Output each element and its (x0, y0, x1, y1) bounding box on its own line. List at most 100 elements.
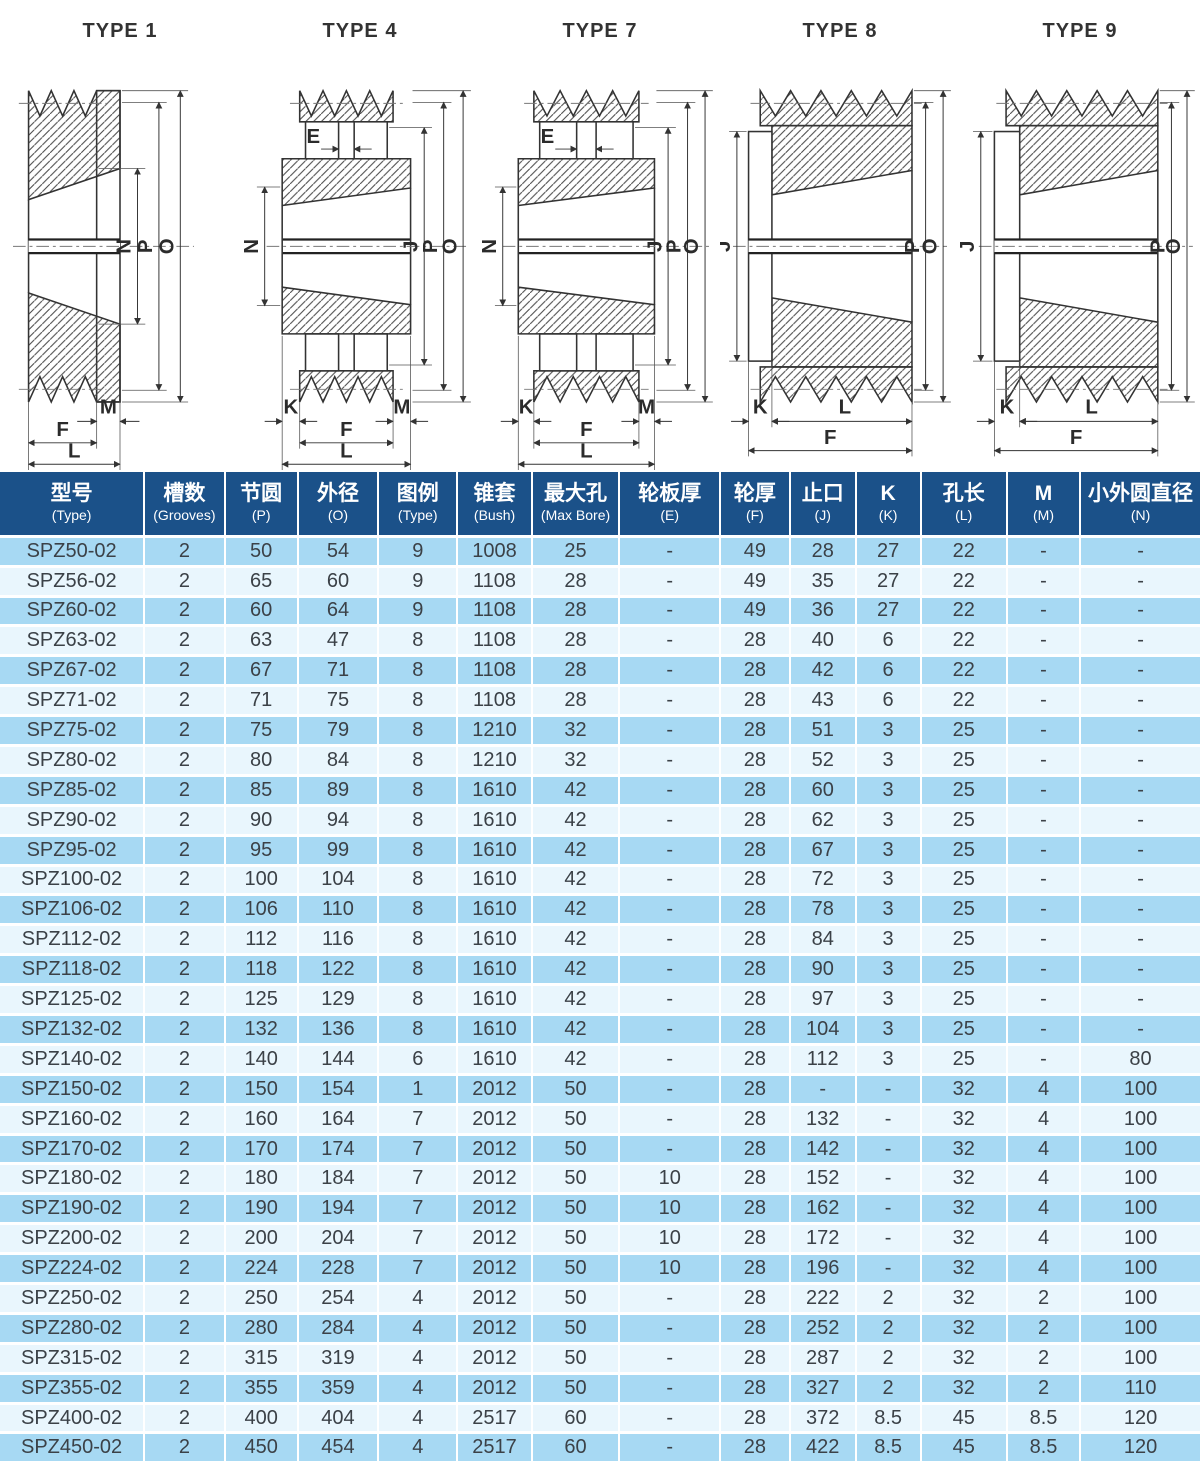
table-cell: 8 (379, 627, 459, 658)
table-cell: 2 (145, 1135, 226, 1166)
table-cell: 42 (532, 866, 621, 897)
table-cell: 2012 (458, 1255, 533, 1286)
column-header: 锥套 (Bush) (458, 472, 533, 538)
table-cell: 6 (856, 657, 922, 688)
table-cell: SPZ200-02 (0, 1225, 146, 1256)
table-cell: 2012 (458, 1165, 533, 1196)
table-cell: 8 (379, 717, 459, 747)
table-cell: 2 (145, 956, 226, 987)
table-cell: 125 (225, 986, 299, 1016)
table-cell: 71 (298, 657, 380, 688)
table-cell: 28 (790, 537, 857, 568)
table-cell: 32 (921, 1075, 1008, 1106)
table-cell: 454 (298, 1434, 380, 1462)
table-cell: 400 (225, 1404, 299, 1435)
table-cell: 25 (921, 746, 1008, 777)
table-cell: 8.5 (856, 1434, 922, 1462)
table-cell: 1210 (458, 717, 533, 747)
table-cell: 2 (145, 687, 226, 718)
table-cell: 4 (379, 1404, 459, 1435)
table-cell: 3 (856, 806, 922, 837)
table-cell: 2 (145, 1255, 226, 1286)
table-cell: SPZ90-02 (0, 806, 146, 837)
table-cell: 2 (145, 597, 226, 628)
table-cell: - (1081, 627, 1200, 658)
table-cell: - (1081, 956, 1200, 987)
dim-label-l: L (839, 397, 851, 419)
dim-label-e: E (306, 126, 320, 148)
table-cell: 2 (145, 1285, 226, 1315)
table-cell: 4 (379, 1434, 459, 1462)
table-cell: 112 (225, 926, 299, 957)
table-cell: - (620, 776, 722, 807)
table-cell: 6 (856, 627, 922, 658)
table-cell: - (1081, 657, 1200, 688)
table-cell: 355 (225, 1374, 299, 1405)
table-cell: 25 (921, 776, 1008, 807)
table-cell: 404 (298, 1404, 380, 1435)
dim-label-n: N (480, 239, 501, 254)
table-cell: 32 (921, 1105, 1008, 1136)
table-cell: 1108 (458, 687, 533, 718)
table-cell: 2 (145, 1165, 226, 1196)
table-cell: 8 (379, 806, 459, 837)
table-cell: 42 (532, 1016, 621, 1046)
table-cell: 35 (790, 567, 857, 598)
table-cell: 2 (1007, 1344, 1082, 1375)
table-cell: 42 (532, 956, 621, 987)
table-cell: - (1007, 776, 1082, 807)
table-row: SPZ355-02 2 355 359 4 2012 50-28 327 2 32 2 110 (0, 1374, 1200, 1405)
table-cell: 8.5 (856, 1404, 922, 1435)
table-cell: 100 (1081, 1105, 1200, 1136)
table-cell: 28 (721, 1195, 791, 1226)
column-header: 轮板厚 (E) (620, 472, 722, 538)
table-cell: 1108 (458, 597, 533, 628)
table-cell: 22 (921, 537, 1008, 568)
table-cell: 319 (298, 1344, 380, 1375)
table-cell: 27 (856, 537, 922, 568)
table-cell: - (856, 1195, 922, 1226)
table-cell: 2012 (458, 1344, 533, 1375)
table-cell: 32 (532, 717, 621, 747)
table-cell: 50 (532, 1314, 621, 1345)
table-cell: SPZ280-02 (0, 1314, 146, 1345)
table-cell: 97 (790, 986, 857, 1016)
table-cell: SPZ67-02 (0, 657, 146, 688)
table-cell: 1610 (458, 776, 533, 807)
table-cell: 8.5 (1007, 1404, 1082, 1435)
table-cell: 63 (225, 627, 299, 658)
column-header: 孔长 (L) (921, 472, 1008, 538)
figure-type-1: TYPE 1 N P (0, 0, 240, 472)
table-cell: 60 (532, 1434, 621, 1462)
table-cell: 1210 (458, 746, 533, 777)
table-cell: SPZ118-02 (0, 956, 146, 987)
table-cell: 100 (225, 866, 299, 897)
table-cell: 2 (1007, 1285, 1082, 1315)
table-cell: 60 (225, 597, 299, 628)
table-cell: - (1081, 687, 1200, 718)
dimension-lines: E N J P O K (480, 90, 713, 471)
table-cell: - (856, 1165, 922, 1196)
table-cell: 2 (145, 1434, 226, 1462)
table-cell: 154 (298, 1075, 380, 1106)
table-cell: 2 (145, 567, 226, 598)
table-cell: 95 (225, 836, 299, 867)
table-cell: 100 (1081, 1135, 1200, 1166)
table-cell: 90 (790, 956, 857, 987)
table-cell: 85 (225, 776, 299, 807)
table-cell: 204 (298, 1225, 380, 1256)
table-cell: 6 (379, 1045, 459, 1076)
table-cell: 28 (721, 1434, 791, 1462)
table-cell: 3 (856, 956, 922, 987)
table-cell: SPZ112-02 (0, 926, 146, 957)
dim-label-o: O (1163, 238, 1185, 254)
table-cell: 3 (856, 836, 922, 867)
table-cell: 28 (721, 1255, 791, 1286)
table-row: SPZ56-02 2 65 60 9 1108 28-49 35 27 22- - (0, 567, 1200, 598)
table-cell: SPZ100-02 (0, 866, 146, 897)
column-header: 小外圆直径 (N) (1081, 472, 1200, 538)
table-cell: 254 (298, 1285, 380, 1315)
table-cell: - (1081, 806, 1200, 837)
table-cell: - (1081, 836, 1200, 867)
spec-table: 型号 (Type) 槽数 (Grooves) 节圆 (P) 外径 (O) 图例 (Type) 锥套(… (0, 472, 1200, 1462)
